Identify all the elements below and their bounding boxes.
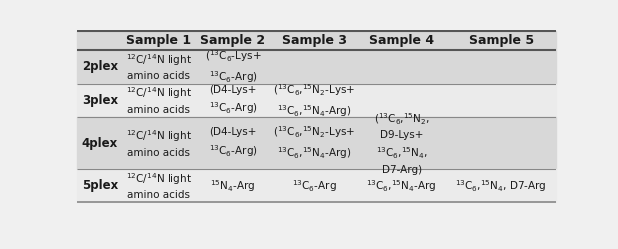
Text: $^{12}$C/$^{14}$N light
amino acids: $^{12}$C/$^{14}$N light amino acids	[125, 128, 192, 158]
Text: $^{15}$N$_{4}$-Arg: $^{15}$N$_{4}$-Arg	[210, 178, 256, 193]
Text: 2plex: 2plex	[82, 60, 118, 73]
Text: Sample 3: Sample 3	[282, 34, 347, 47]
Text: ($^{13}$C$_{6}$,$^{15}$N$_{2}$-Lys+
$^{13}$C$_{6}$,$^{15}$N$_{4}$-Arg): ($^{13}$C$_{6}$,$^{15}$N$_{2}$-Lys+ $^{1…	[273, 124, 355, 161]
Bar	[77, 117, 556, 169]
Text: ($^{13}$C$_{6}$,$^{15}$N$_{2}$,
D9-Lys+
$^{13}$C$_{6}$,$^{15}$N$_{4}$,
D7-Arg): ($^{13}$C$_{6}$,$^{15}$N$_{2}$, D9-Lys+ …	[374, 111, 430, 175]
Bar	[77, 50, 556, 84]
Text: ($^{13}$C$_{6}$-Lys+
$^{13}$C$_{6}$-Arg): ($^{13}$C$_{6}$-Lys+ $^{13}$C$_{6}$-Arg)	[205, 48, 261, 85]
Text: $^{13}$C$_{6}$-Arg: $^{13}$C$_{6}$-Arg	[292, 178, 337, 193]
Bar	[77, 31, 556, 50]
Text: Sample 1: Sample 1	[126, 34, 191, 47]
Text: Sample 5: Sample 5	[468, 34, 534, 47]
Text: $^{13}$C$_{6}$,$^{15}$N$_{4}$-Arg: $^{13}$C$_{6}$,$^{15}$N$_{4}$-Arg	[366, 178, 437, 193]
Text: (D4-Lys+
$^{13}$C$_{6}$-Arg): (D4-Lys+ $^{13}$C$_{6}$-Arg)	[208, 85, 257, 116]
Text: $^{12}$C/$^{14}$N light
amino acids: $^{12}$C/$^{14}$N light amino acids	[125, 86, 192, 115]
Text: 4plex: 4plex	[82, 136, 118, 149]
Text: $^{12}$C/$^{14}$N light
amino acids: $^{12}$C/$^{14}$N light amino acids	[125, 52, 192, 81]
Text: Sample 2: Sample 2	[200, 34, 266, 47]
Text: ($^{13}$C$_{6}$,$^{15}$N$_{2}$-Lys+
$^{13}$C$_{6}$,$^{15}$N$_{4}$-Arg): ($^{13}$C$_{6}$,$^{15}$N$_{2}$-Lys+ $^{1…	[273, 82, 355, 119]
Bar	[77, 169, 556, 202]
Text: 5plex: 5plex	[82, 179, 118, 192]
Text: 3plex: 3plex	[82, 94, 118, 107]
Text: (D4-Lys+
$^{13}$C$_{6}$-Arg): (D4-Lys+ $^{13}$C$_{6}$-Arg)	[208, 127, 257, 159]
Text: $^{12}$C/$^{14}$N light
amino acids: $^{12}$C/$^{14}$N light amino acids	[125, 171, 192, 200]
Bar	[77, 84, 556, 117]
Text: Sample 4: Sample 4	[369, 34, 434, 47]
Text: $^{13}$C$_{6}$,$^{15}$N$_{4}$, D7-Arg: $^{13}$C$_{6}$,$^{15}$N$_{4}$, D7-Arg	[455, 178, 547, 193]
